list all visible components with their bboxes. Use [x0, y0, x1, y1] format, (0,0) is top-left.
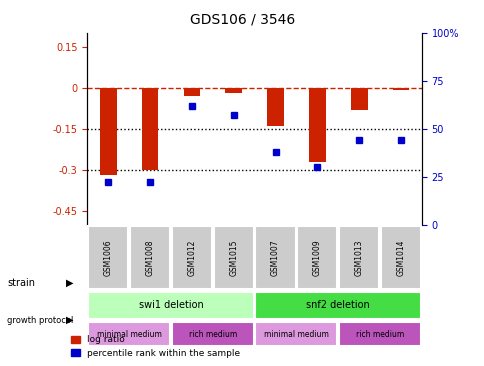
Bar: [267, 88, 283, 126]
Text: minimal medium: minimal medium: [96, 329, 161, 339]
Legend: log ratio, percentile rank within the sample: log ratio, percentile rank within the sa…: [67, 332, 243, 362]
FancyBboxPatch shape: [255, 322, 337, 346]
FancyBboxPatch shape: [88, 226, 128, 289]
Text: GSM1006: GSM1006: [104, 239, 112, 276]
Text: GSM1014: GSM1014: [396, 239, 405, 276]
Text: ▶: ▶: [65, 277, 73, 288]
Text: growth protocol: growth protocol: [7, 316, 74, 325]
FancyBboxPatch shape: [338, 226, 378, 289]
FancyBboxPatch shape: [130, 226, 170, 289]
Bar: [183, 88, 200, 96]
FancyBboxPatch shape: [380, 226, 420, 289]
Text: GSM1013: GSM1013: [354, 239, 363, 276]
Text: GSM1009: GSM1009: [312, 239, 321, 276]
FancyBboxPatch shape: [213, 226, 253, 289]
Bar: [308, 88, 325, 161]
FancyBboxPatch shape: [88, 292, 253, 319]
Bar: [141, 88, 158, 170]
Bar: [392, 88, 408, 90]
Text: ▶: ▶: [65, 315, 73, 325]
Text: GSM1015: GSM1015: [229, 239, 238, 276]
FancyBboxPatch shape: [171, 322, 253, 346]
Text: GDS106 / 3546: GDS106 / 3546: [189, 13, 295, 27]
Text: minimal medium: minimal medium: [263, 329, 328, 339]
Text: swi1 deletion: swi1 deletion: [138, 300, 203, 310]
FancyBboxPatch shape: [297, 226, 337, 289]
Bar: [225, 88, 242, 93]
Text: GSM1007: GSM1007: [271, 239, 279, 276]
FancyBboxPatch shape: [88, 322, 170, 346]
Text: rich medium: rich medium: [188, 329, 236, 339]
Text: strain: strain: [7, 277, 35, 288]
Text: GSM1012: GSM1012: [187, 239, 196, 276]
FancyBboxPatch shape: [255, 292, 420, 319]
Bar: [350, 88, 367, 109]
Text: snf2 deletion: snf2 deletion: [306, 300, 369, 310]
Bar: [100, 88, 116, 175]
Text: GSM1008: GSM1008: [145, 239, 154, 276]
Text: rich medium: rich medium: [355, 329, 403, 339]
FancyBboxPatch shape: [255, 226, 295, 289]
FancyBboxPatch shape: [171, 226, 212, 289]
FancyBboxPatch shape: [338, 322, 420, 346]
